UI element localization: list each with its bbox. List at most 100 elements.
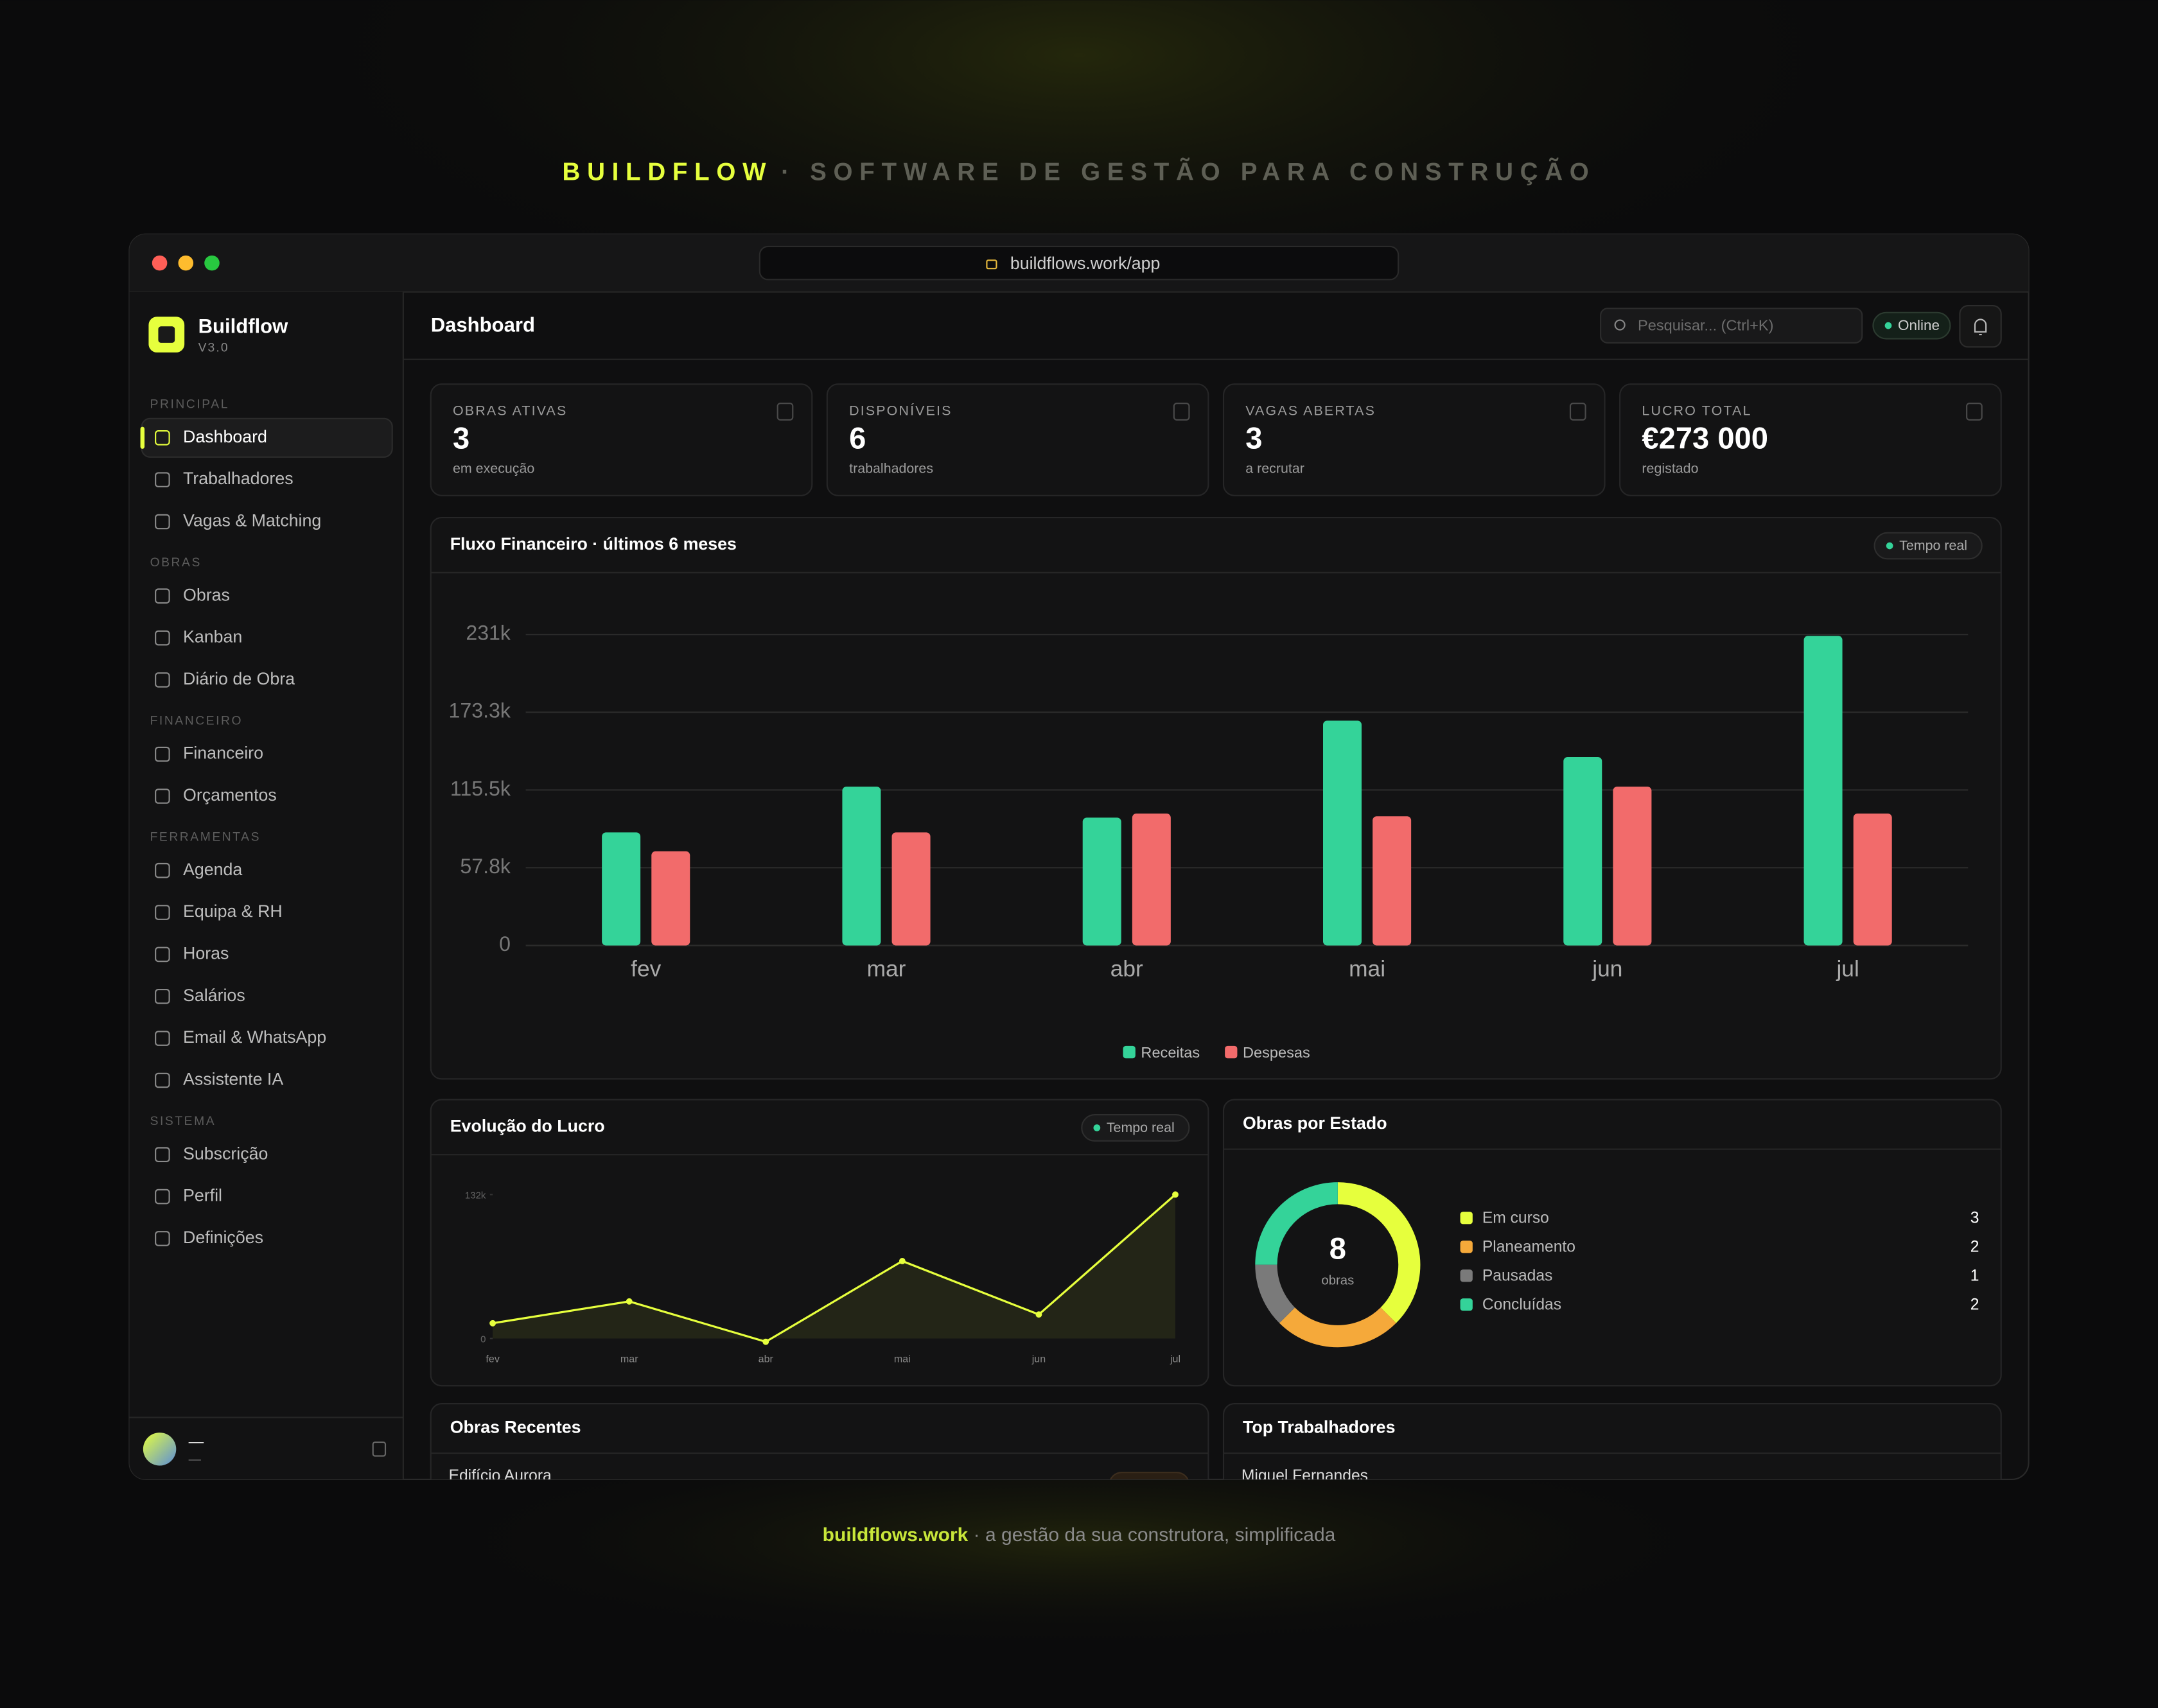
point — [1172, 1191, 1179, 1198]
x-tick-label: mai — [1349, 956, 1385, 981]
nav-icon — [155, 588, 170, 604]
nav-icon — [155, 672, 170, 688]
nav-item[interactable]: Diário de Obra — [183, 669, 295, 688]
nav-icon — [155, 1147, 170, 1162]
legend-value: 2 — [1970, 1238, 1979, 1255]
nav-item[interactable]: Agenda — [183, 860, 242, 879]
nav-item[interactable]: Trabalhadores — [183, 469, 294, 488]
nav-icon — [155, 989, 170, 1004]
nav-item[interactable]: Kanban — [183, 627, 242, 647]
kpi-label: LUCRO TOTAL — [1642, 403, 1751, 419]
nav-item[interactable]: Vagas & Matching — [183, 511, 321, 530]
legend-swatch — [1460, 1269, 1473, 1282]
nav-icon — [155, 1031, 170, 1046]
avatar[interactable] — [143, 1433, 177, 1466]
point — [626, 1298, 633, 1305]
card — [1222, 1099, 2002, 1387]
y-tick-label: 231k — [466, 622, 511, 645]
status-dot — [1884, 322, 1892, 329]
card — [430, 1402, 1209, 1479]
nav-item[interactable]: Perfil — [183, 1186, 222, 1205]
nav-item[interactable]: Subscrição — [183, 1144, 268, 1163]
notifications[interactable] — [1959, 304, 2002, 348]
kpi-note: registado — [1642, 461, 1698, 476]
x-tick-label: fev — [486, 1354, 499, 1365]
section-title: FERRAMENTAS — [150, 830, 261, 844]
status-pill — [1109, 1472, 1190, 1479]
nav-item[interactable]: Horas — [183, 944, 229, 963]
legend-swatch — [1123, 1045, 1136, 1059]
card-title: Obras Recentes — [450, 1418, 581, 1437]
kpi-label: DISPONÍVEIS — [849, 403, 952, 419]
badge-text: Tempo real — [1899, 538, 1967, 553]
chart-title: Obras por Estado — [1243, 1113, 1387, 1133]
bar — [1563, 756, 1602, 946]
logo-mark — [158, 326, 175, 343]
point — [762, 1338, 769, 1345]
card — [1619, 383, 2002, 496]
close[interactable] — [152, 255, 168, 271]
search-icon — [1614, 319, 1626, 331]
point — [1035, 1311, 1042, 1318]
url-bar[interactable] — [759, 245, 1399, 281]
minimize[interactable] — [178, 255, 194, 271]
legend-swatch — [1460, 1212, 1473, 1224]
badge-dot — [1093, 1124, 1101, 1131]
footer-text: · a gestão da sua construtora, simplific… — [968, 1524, 1335, 1546]
nav-item[interactable]: Dashboard — [183, 427, 267, 446]
x-tick-label: jul — [1836, 956, 1859, 981]
x-tick-label: jul — [1170, 1354, 1180, 1365]
y-tick-label: 115.5k — [450, 777, 511, 800]
bar — [1132, 814, 1171, 946]
nav-icon — [155, 1231, 170, 1246]
kpi-note: em execução — [453, 461, 534, 476]
status: Online — [1898, 317, 1940, 333]
badge-dot — [1886, 542, 1893, 550]
bar — [1803, 636, 1843, 946]
kpi-label: VAGAS ABERTAS — [1245, 403, 1376, 419]
donut-segment — [1255, 1264, 1295, 1323]
y-tick-label: 0 — [480, 1334, 486, 1345]
search[interactable] — [1600, 308, 1863, 344]
user-role: — — [189, 1453, 202, 1467]
nav-item[interactable]: Orçamentos — [183, 785, 277, 805]
nav-item[interactable]: Obras — [183, 585, 230, 604]
bar — [1323, 720, 1362, 946]
nav-item[interactable]: Salários — [183, 986, 245, 1005]
nav-item[interactable]: Financeiro — [183, 744, 263, 763]
nav-icon — [155, 905, 170, 920]
window-content: buildflows.work/app Buildflow V3.0 — — D… — [129, 234, 2029, 1485]
kpi-note: trabalhadores — [849, 461, 933, 476]
legend-swatch — [1460, 1298, 1473, 1311]
nav-item[interactable]: Definições — [183, 1228, 263, 1247]
card — [1222, 1402, 2002, 1479]
legend-label: Planeamento — [1482, 1238, 1575, 1255]
kpi-icon — [1173, 403, 1190, 421]
row-name: Miguel Fernandes — [1241, 1467, 1368, 1485]
bar — [842, 787, 881, 946]
card — [826, 383, 1209, 496]
nav-item[interactable]: Equipa & RH — [183, 902, 283, 921]
kpi-value: €273 000 — [1642, 421, 1768, 455]
card — [1222, 383, 1606, 496]
area — [493, 1194, 1176, 1342]
kpi-value: 6 — [849, 421, 866, 455]
nav-icon — [155, 472, 170, 487]
maximize[interactable] — [204, 255, 220, 271]
legend-label: Concluídas — [1482, 1296, 1561, 1313]
header-title: BUILDFLOW · SOFTWARE DE GESTÃO PARA CONST… — [563, 158, 1596, 186]
kpi-icon — [1569, 403, 1586, 421]
x-tick-label: fev — [631, 956, 661, 981]
x-tick-label: jun — [1592, 956, 1622, 981]
nav-item[interactable]: Assistente IA — [183, 1070, 283, 1089]
app-name: Buildflow — [198, 315, 289, 338]
section-title: PRINCIPAL — [150, 397, 229, 411]
x-tick-label: mar — [620, 1354, 638, 1365]
x-tick-label: mai — [894, 1354, 911, 1365]
donut-total: 8 — [1329, 1232, 1346, 1266]
point — [899, 1258, 906, 1264]
logout[interactable] — [372, 1442, 387, 1457]
legend-swatch — [1225, 1045, 1238, 1059]
nav-item[interactable]: Email & WhatsApp — [183, 1027, 326, 1047]
